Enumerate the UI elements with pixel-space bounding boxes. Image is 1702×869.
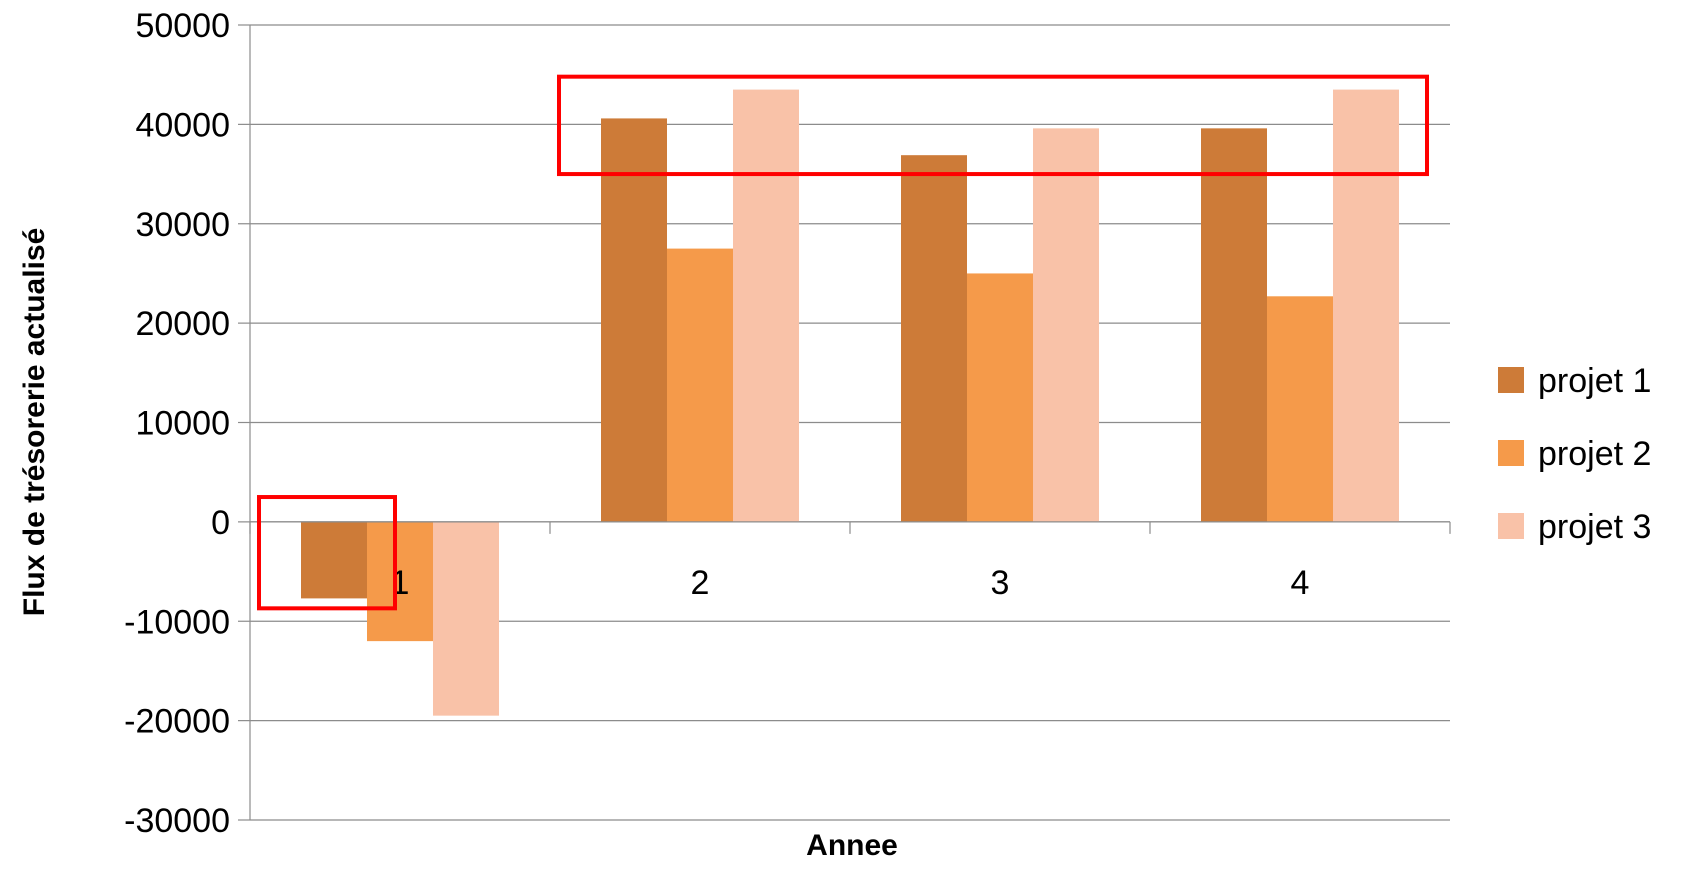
y-tick-label: -10000: [124, 603, 230, 641]
bar-projet-2-3: [967, 273, 1033, 522]
bar-projet-1-2: [601, 118, 667, 522]
legend-swatch: [1498, 513, 1524, 539]
highlight-box-2: [557, 74, 1429, 177]
bar-projet-1-1: [301, 521, 367, 599]
legend-label: projet 3: [1538, 508, 1651, 546]
y-tick-label: -30000: [124, 802, 230, 840]
y-tick-label: 10000: [135, 405, 230, 443]
y-tick-label: 30000: [135, 206, 230, 244]
legend-swatch: [1498, 367, 1524, 393]
axes: [238, 24, 1451, 821]
annotations: [257, 74, 1429, 611]
bar-projet-2-2: [667, 248, 733, 522]
bar-projet-1-4: [1201, 128, 1267, 522]
tick-labels: -30000 -20000 -10000 0 10000 20000 30000 40000 5…: [124, 7, 1309, 840]
y-tick-label: 40000: [135, 106, 230, 144]
bars: [301, 89, 1399, 716]
legend-label: projet 1: [1538, 362, 1651, 400]
bar-projet-2-4: [1267, 296, 1333, 522]
bar-projet-3-2: [733, 89, 799, 522]
y-tick-label: 0: [211, 504, 230, 542]
bar-projet-2-1: [367, 521, 433, 642]
x-tick-label: 3: [991, 564, 1010, 602]
legend-label: projet 2: [1538, 435, 1651, 473]
bar-projet-3-3: [1033, 128, 1099, 522]
bar-projet-3-4: [1333, 89, 1399, 522]
bar-projet-3-1: [433, 521, 499, 716]
y-axis-title: Flux de trésorerie actualisé: [18, 228, 51, 617]
bar-projet-1-3: [901, 155, 967, 522]
y-tick-label: 20000: [135, 305, 230, 343]
y-tick-label: 50000: [135, 7, 230, 45]
y-tick-label: -20000: [124, 703, 230, 741]
legend-swatch: [1498, 440, 1524, 466]
legend: projet 1 projet 2 projet 3: [1498, 362, 1651, 546]
highlight-box-1: [257, 495, 397, 611]
x-axis-title: Annee: [806, 829, 898, 862]
x-tick-label: 4: [1291, 564, 1310, 602]
x-tick-label: 2: [691, 564, 710, 602]
